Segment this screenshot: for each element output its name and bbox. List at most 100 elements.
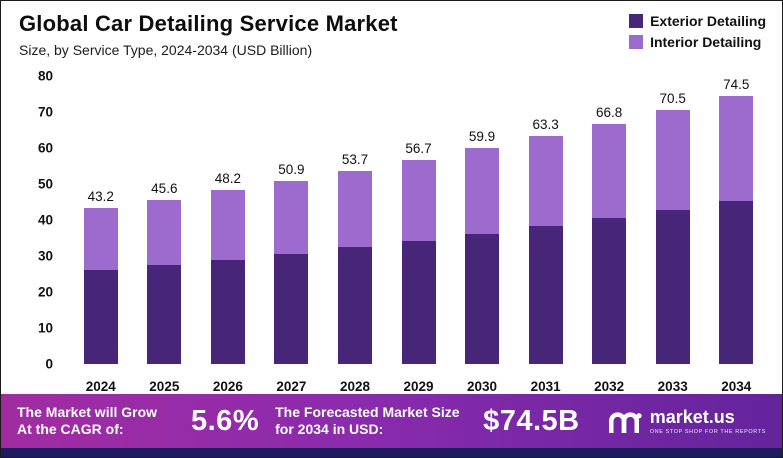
x-axis-label: 2026 [212,379,243,394]
page-title: Global Car Detailing Service Market [19,11,398,36]
legend-item-exterior: Exterior Detailing [629,13,766,29]
forecast-value: $74.5B [483,404,580,437]
bar-total-label: 43.2 [87,189,114,205]
stacked-bar [465,148,500,364]
interior-segment [337,170,372,248]
bar-group: 56.7 [387,76,451,364]
bar-group: 74.5 [704,76,768,364]
y-tick-label: 50 [37,176,53,192]
bottom-strip [1,448,782,457]
x-axis-label: 2025 [149,379,180,394]
interior-segment [655,110,690,210]
stacked-bar [274,180,309,364]
bar-total-label: 56.7 [405,140,432,156]
bar-total-label: 70.5 [659,91,686,107]
market-us-logo-icon [608,412,642,433]
x-axis-label: 2032 [594,379,625,394]
forecast-label: The Forecasted Market Size for 2034 in U… [275,404,460,437]
bar-chart: 0 10 20 30 40 50 60 70 80 43.2 45.6 48.2 50.9 53.7 56… [17,60,772,394]
exterior-segment [465,233,500,364]
exterior-swatch [629,14,644,28]
bar-total-label: 53.7 [341,151,369,167]
interior-swatch [629,35,644,49]
bar-group: 45.6 [133,76,197,364]
interior-segment [528,136,563,226]
brand-name: market.us [649,406,735,427]
market-us-logo: market.us ONE STOP SHOP FOR THE REPORTS [606,406,766,436]
interior-segment [274,180,309,254]
bar-group: 70.5 [641,76,705,364]
y-tick-label: 20 [37,284,53,300]
footer-banner: The Market will Grow At the CAGR of: 5.6… [1,394,782,448]
stacked-bar [528,136,563,364]
y-tick-label: 30 [37,248,53,264]
stacked-bar [210,190,245,364]
bar-group: 48.2 [196,76,260,364]
bar-total-label: 74.5 [723,76,750,92]
interior-segment [592,123,627,218]
legend-label-exterior: Exterior Detailing [650,13,766,29]
y-tick-label: 40 [37,212,53,228]
brand-text: market.us ONE STOP SHOP FOR THE REPORTS [650,408,766,435]
x-axis: 2024 2025 2026 2027 2028 2029 2030 2031 2032 2033… [69,370,768,394]
stacked-bar [401,159,436,364]
x-axis-label: 2030 [467,379,498,394]
stacked-bar [655,110,690,364]
exterior-segment [83,270,118,364]
exterior-segment [401,240,436,364]
cagr-value: 5.6% [191,404,260,437]
bar-total-label: 45.6 [151,180,178,196]
exterior-segment [337,247,372,364]
bar-total-label: 50.9 [278,161,305,177]
stacked-bar [83,208,118,364]
stacked-bar [592,123,627,364]
exterior-segment [528,225,563,364]
y-tick-label: 0 [45,356,53,372]
legend-item-interior: Interior Detailing [629,34,766,50]
cagr-label: The Market will Grow At the CAGR of: [17,404,158,437]
stacked-bar [147,199,182,364]
x-axis-label: 2024 [85,379,116,394]
interior-segment [719,95,754,201]
y-tick-label: 80 [37,68,53,84]
bar-group: 53.7 [323,76,387,364]
bar-total-label: 48.2 [214,171,241,187]
chart-header: Global Car Detailing Service Market Size… [1,1,782,58]
exterior-segment [210,259,245,364]
plot-area: 43.2 45.6 48.2 50.9 53.7 56.7 59.9 63.3 66.8 70.5… [69,76,768,364]
interior-segment [83,208,118,271]
exterior-segment [274,253,309,364]
x-axis-label: 2031 [530,379,561,394]
interior-segment [465,148,500,234]
x-axis-label: 2027 [276,379,307,394]
exterior-segment [147,265,182,364]
bar-total-label: 59.9 [468,129,496,145]
legend: Exterior Detailing Interior Detailing [629,11,766,50]
brand-tagline: ONE STOP SHOP FOR THE REPORTS [649,428,766,435]
bar-group: 50.9 [260,76,324,364]
bar-total-label: 66.8 [596,104,623,120]
legend-label-interior: Interior Detailing [650,34,762,50]
bar-group: 59.9 [450,76,514,364]
y-axis: 0 10 20 30 40 50 60 70 80 [17,69,63,372]
bar-total-label: 63.3 [532,117,559,133]
stacked-bar [337,170,372,364]
title-block: Global Car Detailing Service Market Size… [19,11,398,58]
interior-segment [210,190,245,260]
x-axis-label: 2034 [721,379,752,394]
interior-segment [401,159,436,241]
bar-group: 43.2 [69,76,133,364]
x-axis-label: 2028 [339,379,370,394]
y-tick-label: 60 [37,140,53,156]
stacked-bar [719,95,754,364]
x-axis-label: 2029 [403,379,434,394]
bar-group: 63.3 [514,76,578,364]
x-axis-label: 2033 [657,379,688,394]
bar-group: 66.8 [577,76,641,364]
exterior-segment [719,200,754,364]
y-tick-label: 10 [37,320,53,336]
exterior-segment [655,209,690,364]
chart-subtitle: Size, by Service Type, 2024-2034 (USD Bi… [19,42,313,58]
exterior-segment [592,217,627,364]
